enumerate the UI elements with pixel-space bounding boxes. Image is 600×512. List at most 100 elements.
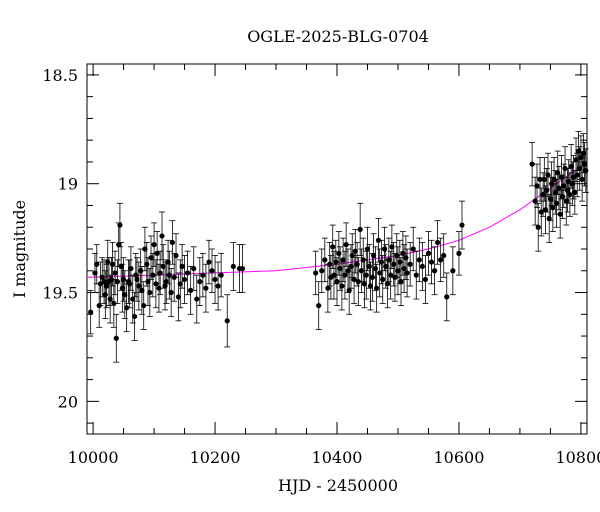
point-marker xyxy=(340,257,346,263)
data-point xyxy=(416,237,423,283)
point-marker xyxy=(209,268,215,274)
point-marker xyxy=(191,265,197,272)
y-tick-label: 19.5 xyxy=(42,284,78,303)
point-marker xyxy=(159,233,165,239)
point-marker xyxy=(215,283,221,289)
data-point xyxy=(557,189,564,239)
axis-ticks xyxy=(87,64,587,434)
data-point xyxy=(184,250,191,296)
chart-title: OGLE-2025-BLG-0704 xyxy=(247,27,429,46)
point-marker xyxy=(550,205,556,211)
data-point xyxy=(187,266,194,315)
point-marker xyxy=(385,281,391,287)
point-marker xyxy=(567,191,573,198)
point-marker xyxy=(224,318,230,324)
point-marker xyxy=(339,283,345,289)
point-marker xyxy=(380,276,386,283)
point-marker xyxy=(425,250,432,256)
data-points xyxy=(87,131,589,363)
point-marker xyxy=(136,283,142,289)
point-marker xyxy=(351,276,357,283)
data-point xyxy=(212,255,219,304)
data-point xyxy=(341,250,348,300)
data-point xyxy=(455,231,462,276)
data-point xyxy=(193,274,200,324)
point-marker xyxy=(334,279,340,285)
data-point xyxy=(437,237,444,283)
point-marker xyxy=(560,194,566,200)
y-axis-label: I magnitude xyxy=(10,200,29,298)
data-point xyxy=(422,255,429,304)
point-marker xyxy=(416,257,422,263)
point-marker xyxy=(388,272,394,278)
point-marker xyxy=(431,268,438,274)
data-point xyxy=(110,279,117,328)
data-point xyxy=(534,163,540,209)
point-marker xyxy=(239,265,246,272)
data-point xyxy=(179,244,186,289)
point-marker xyxy=(364,246,371,252)
point-marker xyxy=(127,281,133,287)
point-marker xyxy=(366,263,372,270)
data-point xyxy=(181,255,188,304)
data-point xyxy=(109,242,116,287)
data-point xyxy=(163,259,170,304)
point-marker xyxy=(148,255,154,261)
point-marker xyxy=(179,263,185,270)
point-marker xyxy=(197,279,203,285)
data-point xyxy=(318,248,325,293)
x-tick-label: 10400 xyxy=(312,448,363,467)
data-point xyxy=(535,202,542,252)
point-marker xyxy=(345,268,351,274)
point-marker xyxy=(319,268,325,274)
point-marker xyxy=(200,272,206,278)
point-marker xyxy=(128,265,134,272)
data-point xyxy=(312,250,319,296)
data-point xyxy=(413,250,420,300)
data-point xyxy=(157,250,164,296)
data-point xyxy=(230,242,237,291)
x-tick-label: 10000 xyxy=(68,448,119,467)
point-marker xyxy=(168,289,174,296)
point-marker xyxy=(352,248,358,254)
point-marker xyxy=(580,150,586,156)
point-marker xyxy=(88,309,94,315)
x-tick-label: 10800 xyxy=(555,448,600,467)
point-marker xyxy=(316,302,322,309)
data-point xyxy=(330,250,337,300)
point-marker xyxy=(397,259,403,265)
point-marker xyxy=(169,239,175,246)
point-marker xyxy=(147,289,153,296)
data-point xyxy=(401,244,408,293)
point-marker xyxy=(361,281,368,287)
point-marker xyxy=(166,272,172,278)
point-marker xyxy=(154,250,160,256)
point-marker xyxy=(435,239,441,246)
point-marker xyxy=(555,170,561,176)
data-point xyxy=(116,202,123,248)
data-point xyxy=(555,165,562,211)
point-marker xyxy=(444,294,450,300)
point-marker xyxy=(124,305,130,311)
point-marker xyxy=(372,265,379,272)
data-point xyxy=(173,233,180,278)
point-marker xyxy=(322,257,328,263)
data-point xyxy=(541,157,548,202)
point-marker xyxy=(367,283,374,289)
point-marker xyxy=(336,250,342,256)
point-marker xyxy=(358,268,364,274)
point-marker xyxy=(139,287,145,293)
point-marker xyxy=(111,300,117,307)
point-marker xyxy=(342,272,348,278)
point-marker xyxy=(330,244,336,250)
point-marker xyxy=(354,261,360,267)
data-point xyxy=(338,261,345,311)
data-point xyxy=(140,281,147,330)
data-point xyxy=(93,244,100,285)
point-marker xyxy=(428,259,435,265)
data-point xyxy=(215,261,222,311)
point-marker xyxy=(102,292,108,298)
point-marker xyxy=(404,270,410,276)
data-point xyxy=(87,289,94,335)
point-marker xyxy=(574,172,580,178)
